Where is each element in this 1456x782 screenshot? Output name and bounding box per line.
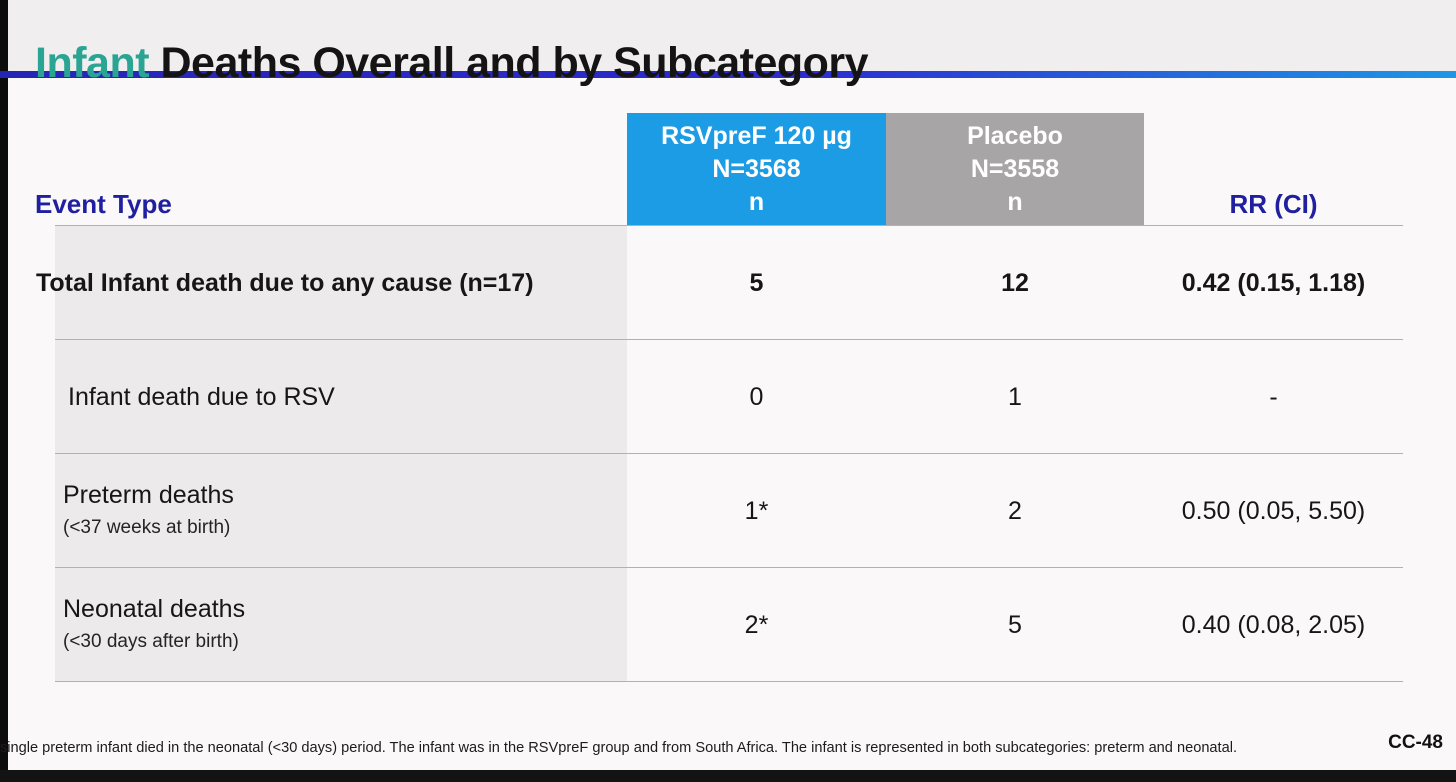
rsvpref-count: 2* (744, 610, 769, 639)
table-row-preterm-deaths: Preterm deaths (<37 weeks at birth) 1* 2… (0, 454, 1403, 568)
rr-ci-value: - (1269, 382, 1278, 411)
bottom-edge-bar (0, 770, 1456, 782)
placebo-count: 5 (1008, 610, 1022, 639)
rr-ci-value: 0.40 (0.08, 2.05) (1181, 610, 1366, 639)
table-row-total-infant-death: Total Infant death due to any cause (n=1… (0, 226, 1403, 340)
row-label: Total Infant death due to any cause (n=1… (36, 268, 534, 297)
rsvpref-header-name: RSVpreF 120 µg (661, 121, 852, 150)
table-divider (55, 453, 1403, 454)
table-row-neonatal-deaths: Neonatal deaths (<30 days after birth) 2… (0, 568, 1403, 682)
rsvpref-count: 1* (744, 496, 769, 525)
slide-title: Infant Deaths Overall and by Subcategory (35, 38, 869, 88)
row-label-cell: Neonatal deaths (<30 days after birth) (0, 595, 627, 656)
rsvpref-count: 5 (749, 268, 764, 297)
rsvpref-count: 0 (749, 382, 764, 411)
table-divider (55, 339, 1403, 340)
row-sublabel: (<30 days after birth) (63, 630, 239, 652)
left-edge-bar (0, 0, 8, 782)
row-label: Neonatal deaths (63, 594, 246, 623)
column-header-event-type: Event Type (35, 189, 172, 219)
rr-ci-value: 0.50 (0.05, 5.50) (1181, 496, 1366, 525)
title-underline-rule (0, 71, 1456, 78)
row-label: Preterm deaths (63, 480, 234, 509)
event-type-column-band (55, 226, 627, 682)
table-row-infant-death-rsv: Infant death due to RSV 0 1 - (0, 340, 1403, 454)
placebo-header-name: Placebo (967, 121, 1063, 150)
row-label-cell: Infant death due to RSV (0, 383, 627, 412)
slide-title-rest: Deaths Overall and by Subcategory (149, 38, 869, 87)
row-sublabel: (<37 weeks at birth) (63, 516, 231, 538)
row-label-cell: Total Infant death due to any cause (n=1… (0, 269, 627, 298)
column-header-rr-ci: RR (CI) (1229, 189, 1318, 219)
footnote-text: single preterm infant died in the neonat… (0, 740, 1238, 756)
placebo-header-n-unit: n (1007, 187, 1023, 216)
rsvpref-header-n-total: N=3568 (712, 154, 801, 183)
row-label-cell: Preterm deaths (<37 weeks at birth) (0, 481, 627, 542)
placebo-count: 12 (1001, 268, 1029, 297)
table-divider (55, 567, 1403, 568)
column-header-placebo: Placebo N=3558 n (886, 113, 1144, 225)
placebo-count: 1 (1008, 382, 1022, 411)
placebo-header-n-total: N=3558 (970, 154, 1060, 183)
column-header-rsvpref: RSVpreF 120 µg N=3568 n (627, 113, 886, 225)
table-divider (55, 225, 1403, 226)
rsvpref-header-n-unit: n (748, 187, 765, 216)
slide-page-code: CC-48 (1388, 732, 1443, 753)
placebo-count: 2 (1008, 496, 1022, 525)
row-label: Infant death due to RSV (68, 382, 335, 411)
slide-title-accent: Infant (35, 38, 150, 87)
table-bottom-divider (55, 681, 1403, 682)
rr-ci-value: 0.42 (0.15, 1.18) (1181, 268, 1366, 297)
